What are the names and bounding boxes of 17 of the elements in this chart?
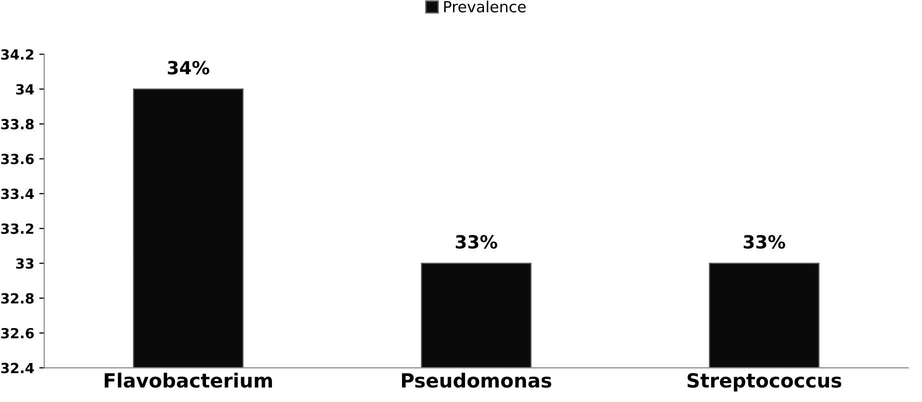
y-tick-label: 33.4 (1, 188, 34, 200)
y-tick-label: 32.6 (1, 328, 34, 338)
y-tick-label: 33 (16, 258, 34, 269)
y-tick-label: 32.4 (1, 362, 34, 374)
y-tick-label: 33.6 (1, 154, 34, 164)
y-tick-label: 34.2 (1, 49, 34, 60)
data-label: 33% (456, 235, 498, 249)
data-label: 34% (168, 60, 210, 74)
y-tick-label: 33.8 (1, 118, 34, 130)
y-tick-label: 33.2 (1, 223, 34, 234)
data-label: 33% (744, 235, 786, 249)
y-tick-label: 34 (16, 84, 34, 95)
legend-label: Prevalence (444, 0, 526, 12)
x-tick-label: Flavobacterium (104, 372, 272, 388)
x-tick-label: Pseudomonas (402, 372, 552, 388)
x-tick-label: Streptococcus (688, 373, 842, 392)
y-tick-label: 32.8 (1, 293, 34, 304)
